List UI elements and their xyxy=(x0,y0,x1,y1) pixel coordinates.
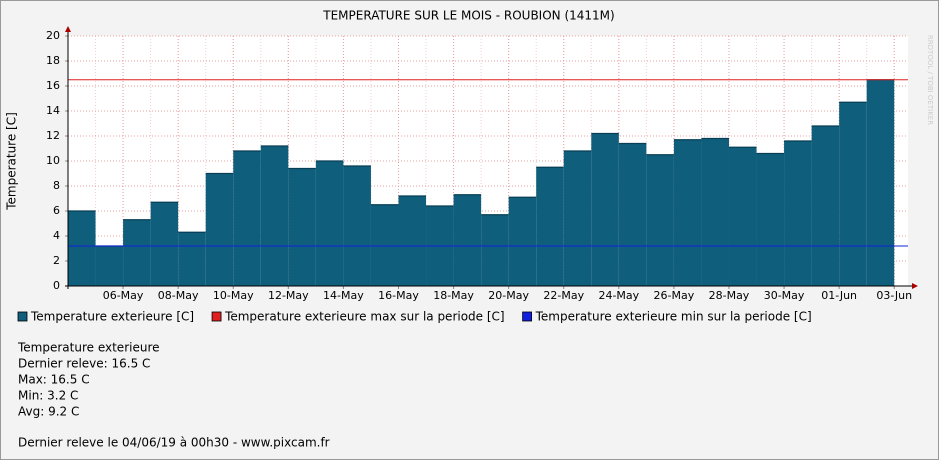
bar xyxy=(839,102,867,286)
x-tick-label: 18-May xyxy=(433,289,474,302)
bar xyxy=(315,161,344,286)
bar xyxy=(563,151,592,286)
y-tick-label: 18 xyxy=(46,54,60,67)
bar xyxy=(591,133,619,286)
x-tick-label: 20-May xyxy=(488,289,529,302)
y-tick-label: 12 xyxy=(46,129,60,142)
info-line: Max: 16.5 C xyxy=(18,373,90,387)
bar xyxy=(866,79,895,286)
legend-swatch xyxy=(17,311,28,322)
bar xyxy=(370,204,399,286)
bar xyxy=(756,153,785,286)
bar xyxy=(701,138,729,286)
watermark: RRDTOOL / TOBI OETIKER xyxy=(926,35,934,125)
bar xyxy=(811,126,840,286)
y-tick-label: 4 xyxy=(53,229,60,242)
bar xyxy=(646,154,674,286)
x-tick-label: 08-May xyxy=(158,289,199,302)
x-tick-label: 12-May xyxy=(268,289,309,302)
info-line: Avg: 9.2 C xyxy=(18,405,79,419)
y-tick-label: 14 xyxy=(46,104,60,117)
bar xyxy=(343,166,371,286)
x-tick-label: 26-May xyxy=(654,289,695,302)
bar xyxy=(150,202,179,286)
y-tick-label: 8 xyxy=(53,179,60,192)
x-tick-label: 24-May xyxy=(598,289,639,302)
x-tick-label: 10-May xyxy=(213,289,254,302)
y-tick-label: 6 xyxy=(53,204,60,217)
legend-label: Temperature exterieure [C] xyxy=(30,310,194,324)
legend-label: Temperature exterieure max sur la period… xyxy=(224,310,505,324)
x-tick-label: 14-May xyxy=(323,289,364,302)
x-tick-label: 03-Jun xyxy=(876,289,912,302)
bar xyxy=(260,146,289,286)
y-axis-arrow xyxy=(65,26,71,32)
info-line: Min: 3.2 C xyxy=(18,389,78,403)
bar xyxy=(481,214,509,286)
y-axis-label: Temperature [C] xyxy=(5,112,19,211)
bar xyxy=(68,211,96,286)
legend-label: Temperature exterieure min sur la period… xyxy=(535,310,812,324)
y-tick-label: 0 xyxy=(53,279,60,292)
info-footer: Dernier releve le 04/06/19 à 00h30 - www… xyxy=(18,436,330,450)
bar xyxy=(205,173,234,286)
y-tick-label: 10 xyxy=(46,154,60,167)
bar xyxy=(618,143,647,286)
x-tick-label: 16-May xyxy=(378,289,419,302)
x-tick-label: 30-May xyxy=(764,289,805,302)
bar xyxy=(673,139,702,286)
y-tick-label: 20 xyxy=(46,29,60,42)
x-tick-label: 28-May xyxy=(709,289,750,302)
x-tick-label: 22-May xyxy=(543,289,584,302)
bar xyxy=(233,151,261,286)
bar xyxy=(178,232,206,286)
bar xyxy=(398,196,427,286)
x-tick-label: 01-Jun xyxy=(821,289,857,302)
bar xyxy=(508,197,537,286)
bar xyxy=(536,167,564,286)
bar xyxy=(288,168,316,286)
legend-swatch xyxy=(211,311,222,322)
chart-title: TEMPERATURE SUR LE MOIS - ROUBION (1411M… xyxy=(322,9,614,23)
info-heading: Temperature exterieure xyxy=(17,341,160,355)
bar xyxy=(95,246,124,286)
y-tick-label: 16 xyxy=(46,79,60,92)
bar xyxy=(453,194,482,286)
x-axis-arrow xyxy=(912,283,918,289)
x-tick-label: 06-May xyxy=(103,289,144,302)
info-line: Dernier releve: 16.5 C xyxy=(18,357,150,371)
legend-swatch xyxy=(522,311,533,322)
bar xyxy=(123,219,151,286)
bar xyxy=(784,141,812,286)
y-tick-label: 2 xyxy=(53,254,60,267)
bar xyxy=(728,147,757,286)
